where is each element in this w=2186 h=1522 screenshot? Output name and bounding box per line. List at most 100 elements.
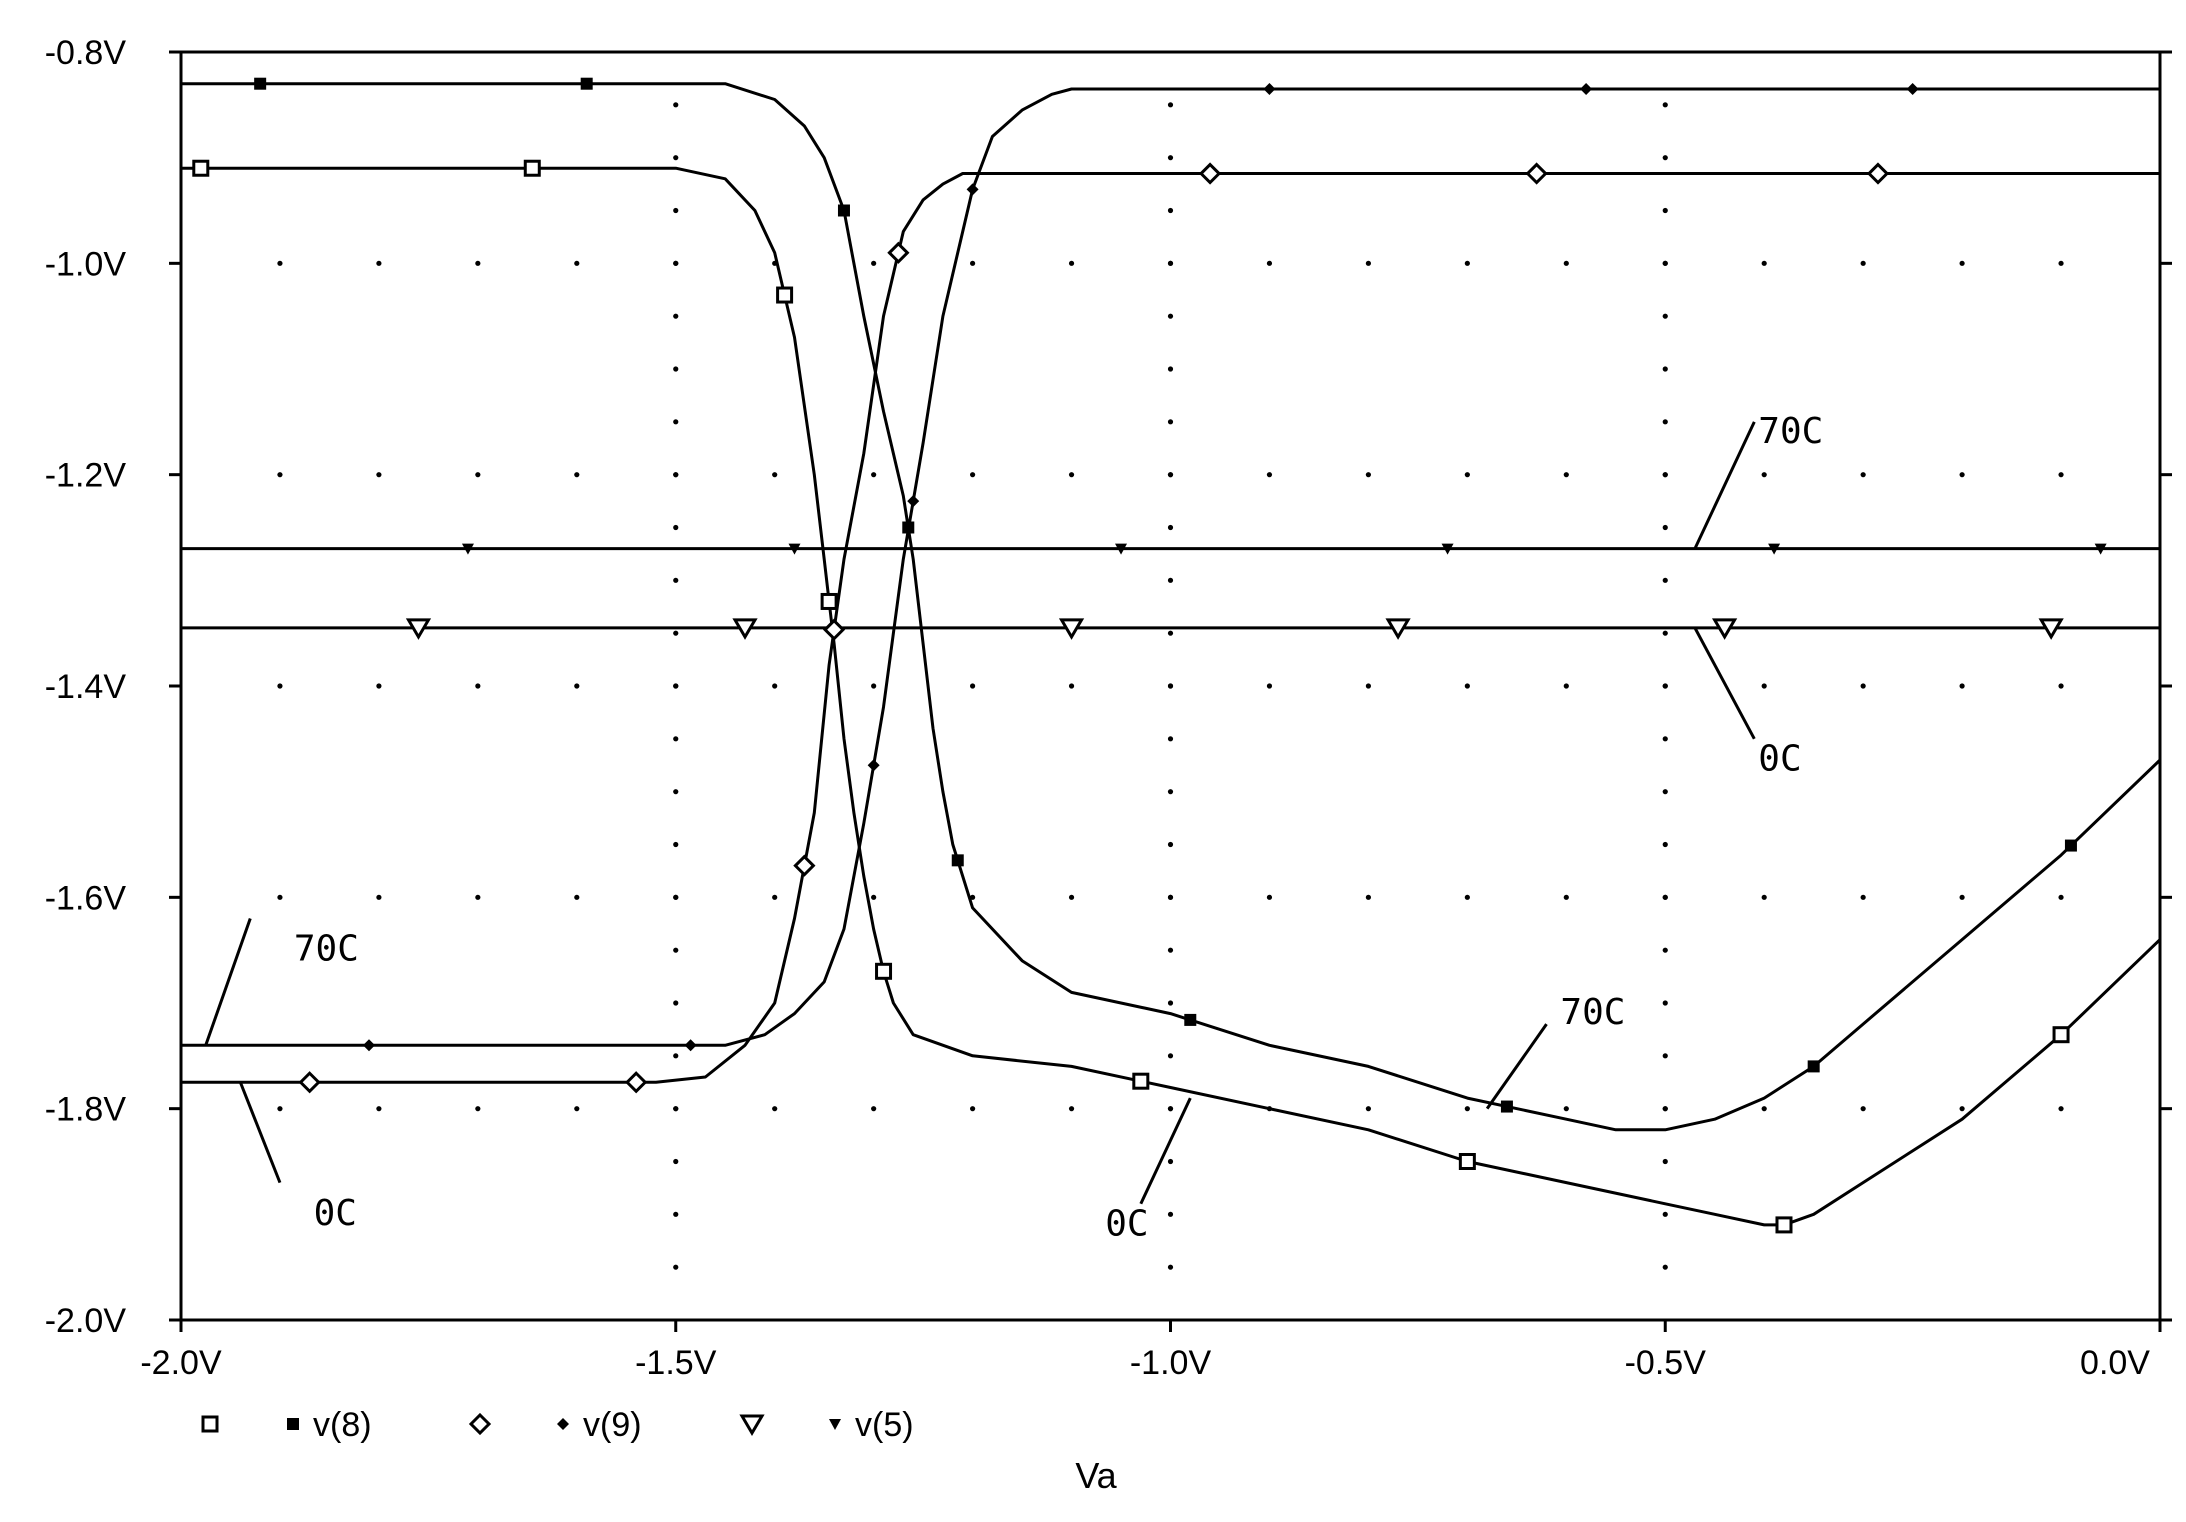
marker-open-diamond xyxy=(793,854,816,877)
grid-dot xyxy=(1563,260,1569,266)
grid-dot xyxy=(1662,207,1668,214)
grid-dot xyxy=(1167,1211,1174,1217)
grid-dot xyxy=(673,736,679,742)
annotation-leader xyxy=(1693,627,1756,740)
grid-dot xyxy=(1167,419,1174,425)
grid-dot xyxy=(970,472,976,478)
marker-open-triangle-down xyxy=(739,1414,765,1436)
marker-open-triangle-down xyxy=(1058,618,1085,640)
grid-dot xyxy=(1860,260,1866,266)
legend-label: v(8) xyxy=(313,1406,372,1444)
grid-dot xyxy=(574,1106,580,1112)
marker-filled-square xyxy=(951,854,964,867)
grid-dot xyxy=(1365,894,1371,900)
annotations-group: 70C 0C 70C 0C 70C 0C xyxy=(204,411,1823,1244)
grid-dot xyxy=(1563,894,1569,900)
grid-dot xyxy=(673,102,679,108)
annotation-leader xyxy=(1139,1097,1192,1205)
series-line-v9-0C xyxy=(181,172,2160,1084)
grid-dot xyxy=(1662,683,1668,689)
grid-dot xyxy=(376,894,382,900)
grid-dot xyxy=(673,419,679,425)
marker-filled-square xyxy=(1500,1100,1513,1113)
annotation-label: 0C xyxy=(314,1193,357,1234)
grid-dot xyxy=(673,1053,679,1059)
marker-filled-triangle-down xyxy=(1768,543,1781,555)
grid-dot xyxy=(673,155,679,161)
grid-dot xyxy=(673,1158,679,1165)
grid-dot xyxy=(1266,260,1273,266)
grid-dot xyxy=(1761,260,1767,266)
marker-filled-triangle-down xyxy=(788,543,801,555)
grid-dot xyxy=(970,683,976,689)
marker-filled-triangle-down xyxy=(1441,543,1454,555)
marker-filled-square xyxy=(2064,839,2077,852)
grid-dot xyxy=(673,366,679,372)
marker-open-square xyxy=(820,592,838,610)
series-line-v9-70C xyxy=(181,87,2160,1047)
grid-dot xyxy=(772,1106,778,1112)
grid-dot xyxy=(1266,894,1273,900)
grid-dot xyxy=(1167,1158,1174,1165)
grid-dot xyxy=(475,1106,481,1112)
x-tick-label: -2.0V xyxy=(140,1344,222,1382)
annotation-label: 70C xyxy=(1560,992,1625,1033)
marker-open-square xyxy=(523,159,541,177)
marker-filled-square xyxy=(902,521,915,534)
grid-dot xyxy=(1167,789,1174,795)
grid-dot xyxy=(1266,683,1273,689)
grid-dot xyxy=(277,472,283,478)
grid-dot xyxy=(673,1264,679,1270)
grid-dot xyxy=(1464,683,1470,689)
grid-dot xyxy=(1860,1106,1866,1112)
grid-dot xyxy=(871,472,877,478)
grid-dot xyxy=(1167,1053,1174,1059)
annotation-label: 70C xyxy=(294,929,359,970)
y-tick-label: -1.6V xyxy=(45,879,127,917)
marker-filled-square xyxy=(580,77,593,90)
grid-dot xyxy=(970,260,976,266)
grid-dot xyxy=(871,894,877,900)
grid-dot xyxy=(475,260,481,266)
grid-dot xyxy=(1959,260,1965,266)
grid-dot xyxy=(1167,366,1174,372)
x-tick-label: -1.0V xyxy=(1130,1344,1212,1382)
grid-dot xyxy=(1761,1106,1767,1112)
grid-dot xyxy=(1167,736,1174,742)
series-line-v8-70C xyxy=(181,82,2162,1132)
marker-open-square xyxy=(201,1415,219,1433)
grid-dot xyxy=(277,1106,283,1112)
grid-dot xyxy=(673,260,679,266)
annotation-leader xyxy=(238,1081,282,1184)
grid-dot xyxy=(1167,1000,1174,1006)
annotation-leader xyxy=(1485,1023,1548,1110)
grid-dot xyxy=(574,260,580,266)
marker-open-triangle-down xyxy=(1385,618,1411,640)
axes: -0.8V -1.0V -1.2V -1.4V -1.6V -1.8V -2.0V -2.0V… xyxy=(45,34,2172,1382)
grid-dot xyxy=(871,1106,877,1112)
marker-filled-diamond xyxy=(1263,82,1276,95)
grid-dot xyxy=(1167,1106,1174,1112)
grid-dot xyxy=(1662,947,1668,953)
marker-open-square xyxy=(2052,1026,2070,1044)
grid-dot xyxy=(376,472,382,478)
grid-dot xyxy=(2058,472,2064,478)
marker-open-square xyxy=(875,962,893,980)
grid-dot xyxy=(673,894,679,900)
y-tick-label: -1.0V xyxy=(45,245,127,283)
grid-dot xyxy=(1167,683,1174,689)
grid-dot xyxy=(1167,894,1174,900)
marker-open-square xyxy=(1775,1216,1793,1234)
grid-dot xyxy=(673,947,679,953)
legend: v(8) v(9) v(5) xyxy=(201,1406,914,1444)
grid-dot xyxy=(1167,524,1174,531)
grid-dot xyxy=(970,1106,976,1112)
grid-dot xyxy=(1662,736,1668,742)
legend-label: v(9) xyxy=(583,1406,642,1444)
grid-dot xyxy=(871,260,877,266)
grid-dot xyxy=(1563,472,1569,478)
marker-filled-diamond xyxy=(1906,82,1919,95)
marker-open-triangle-down xyxy=(2038,618,2064,640)
grid-dot xyxy=(1662,102,1668,108)
